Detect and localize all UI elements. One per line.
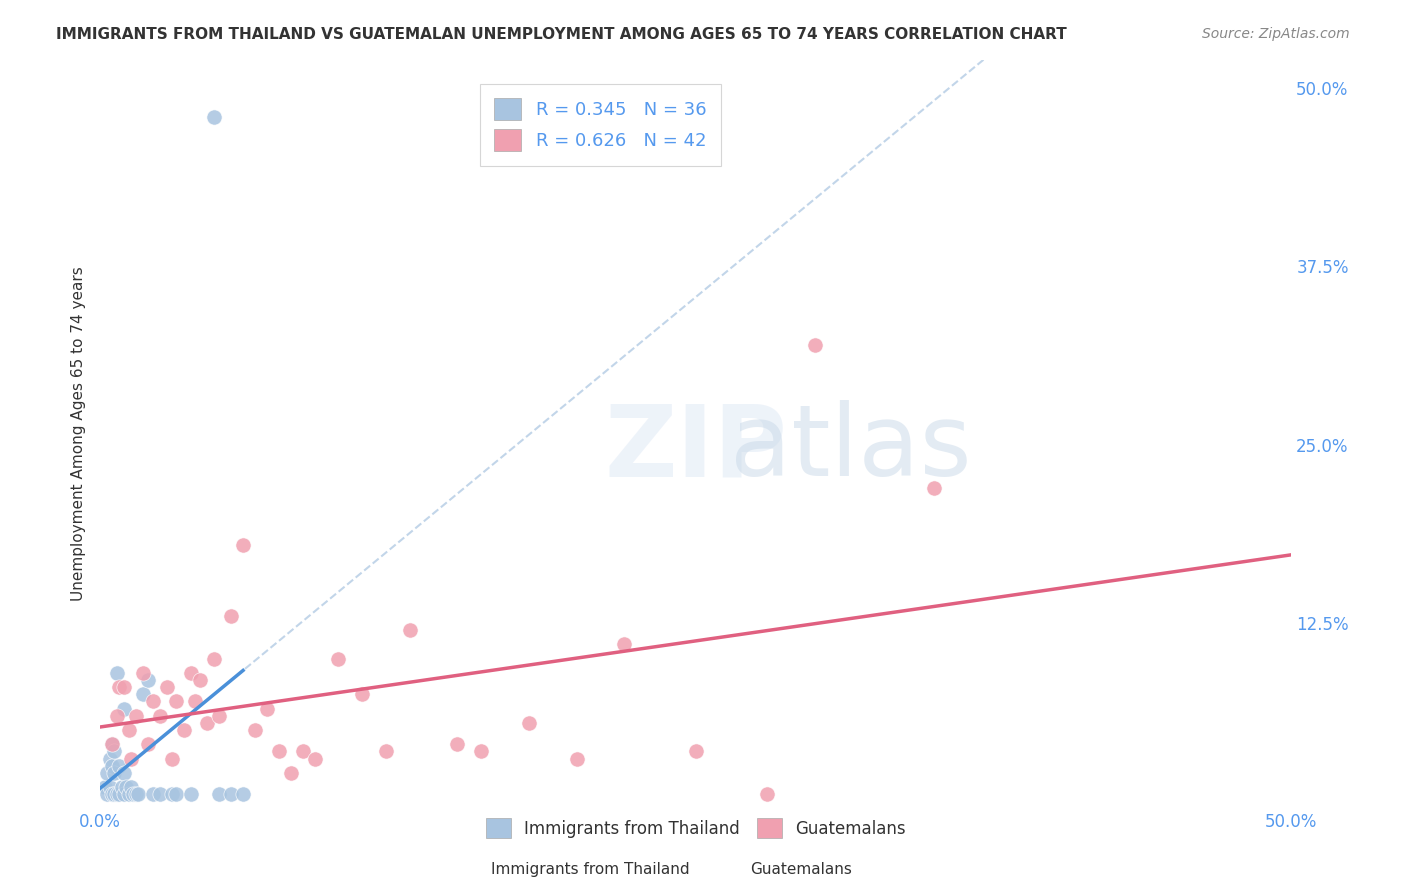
Text: ZIP: ZIP [605,401,787,498]
Point [922,481,945,495]
Point [112,701,135,715]
Point [352,687,374,701]
Point [180,665,202,680]
Point [118,723,141,737]
Point [243,723,266,737]
Point [98,751,121,765]
Point [165,787,187,801]
Point [267,744,290,758]
Point [120,751,142,765]
Point [141,787,163,801]
Point [141,694,163,708]
Point [101,737,124,751]
Point [101,787,124,801]
Point [108,758,131,772]
Point [94,780,117,794]
Point [756,787,779,801]
Point [160,787,183,801]
Point [108,680,131,694]
Point [685,744,707,758]
Point [103,744,125,758]
Point [165,694,187,708]
Text: Immigrants from Thailand: Immigrants from Thailand [491,863,690,877]
Point [565,751,588,765]
Point [149,787,172,801]
Point [105,787,128,801]
Point [613,637,636,651]
Point [188,673,211,687]
Point [219,787,242,801]
Point [112,765,135,780]
Text: IMMIGRANTS FROM THAILAND VS GUATEMALAN UNEMPLOYMENT AMONG AGES 65 TO 74 YEARS CO: IMMIGRANTS FROM THAILAND VS GUATEMALAN U… [56,27,1067,42]
Point [256,701,278,715]
Point [446,737,468,751]
Point [291,744,314,758]
Point [173,723,195,737]
Point [184,694,207,708]
Point [208,708,231,723]
Point [232,787,254,801]
Text: atlas: atlas [730,401,972,498]
Point [136,737,159,751]
Legend: Immigrants from Thailand, Guatemalans: Immigrants from Thailand, Guatemalans [479,812,912,845]
Point [219,608,242,623]
Point [120,780,142,794]
Point [517,715,540,730]
Point [96,787,118,801]
Point [105,708,128,723]
Point [204,651,226,665]
Point [149,708,172,723]
Point [110,780,132,794]
Point [195,715,218,730]
Point [103,765,125,780]
Point [280,765,302,780]
Point [398,623,420,637]
Point [115,780,138,794]
Point [105,665,128,680]
Point [112,787,135,801]
Point [122,787,145,801]
Point [804,338,827,352]
Point [375,744,398,758]
Text: Source: ZipAtlas.com: Source: ZipAtlas.com [1202,27,1350,41]
Point [125,708,148,723]
Point [328,651,350,665]
Point [160,751,183,765]
Point [232,537,254,551]
Point [101,737,124,751]
Text: Guatemalans: Guatemalans [751,863,852,877]
Point [127,787,149,801]
Point [208,787,231,801]
Point [156,680,179,694]
Point [103,787,125,801]
Point [136,673,159,687]
Point [96,765,118,780]
Point [304,751,326,765]
Point [470,744,492,758]
Point [180,787,202,801]
Point [132,665,155,680]
Point [101,758,124,772]
Point [112,680,135,694]
Point [118,787,141,801]
Point [204,110,226,124]
Point [125,787,148,801]
Point [108,787,131,801]
Point [98,780,121,794]
Y-axis label: Unemployment Among Ages 65 to 74 years: Unemployment Among Ages 65 to 74 years [72,267,86,601]
Point [132,687,155,701]
